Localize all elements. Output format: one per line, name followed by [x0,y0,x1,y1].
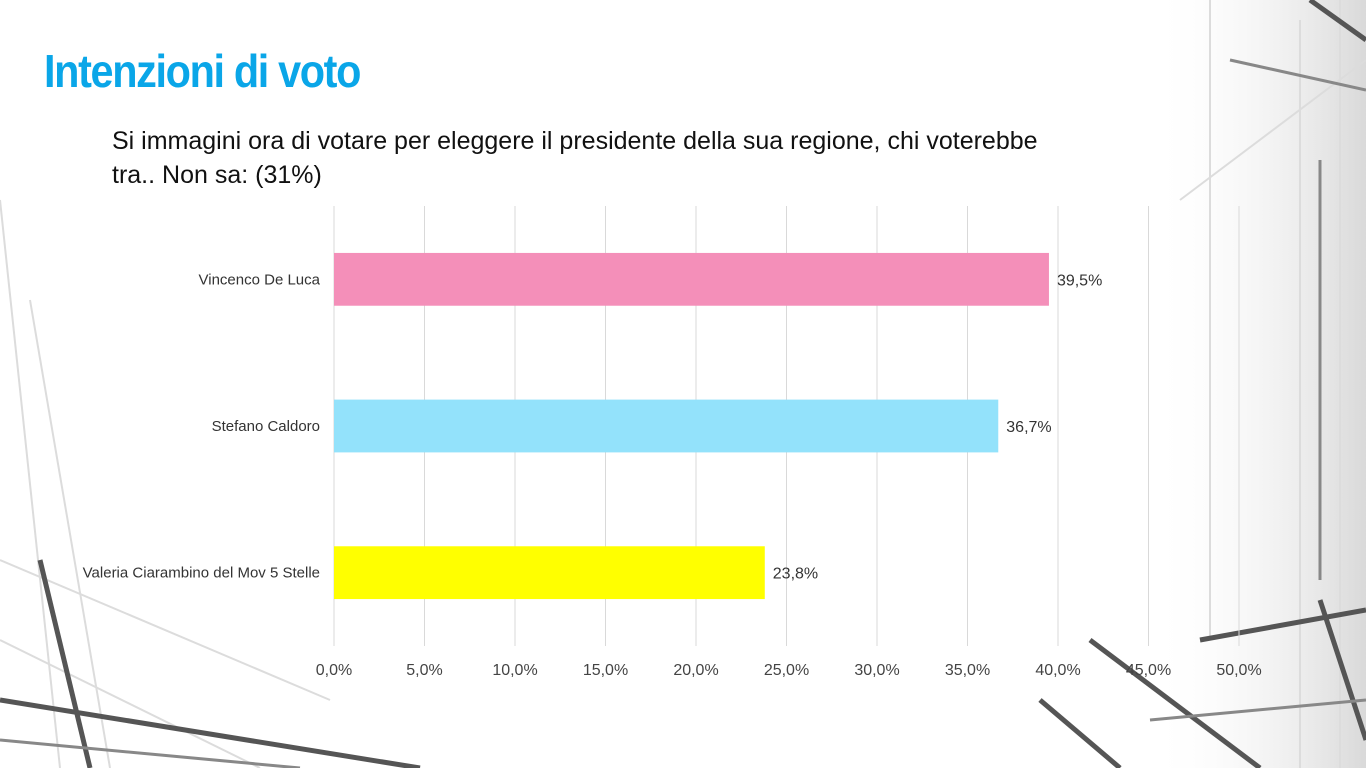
chart-title: Si immagini ora di votare per eleggere i… [112,127,1038,189]
x-tick-label: 50,0% [1216,662,1261,679]
x-tick-label: 25,0% [764,662,809,679]
category-labels: Vincenco De Luca Stefano Caldoro Valeria C… [83,271,321,581]
category-label: Valeria Ciarambino del Mov 5 Stelle [83,565,320,582]
bar [334,546,765,600]
category-label: Stefano Caldoro [212,418,320,435]
x-tick-label: 10,0% [492,662,537,679]
slide-title: Intenzioni di voto [44,45,361,97]
bar [334,252,1049,306]
x-tick-label: 20,0% [673,662,718,679]
x-axis-tick-labels: 0,0% 5,0% 10,0% 15,0% 20,0% 25,0% 30,0% 35,0% 40… [316,662,1262,679]
data-labels: 39,5% 36,7% 23,8% [773,272,1103,582]
bars [334,252,1049,600]
x-tick-label: 35,0% [945,662,990,679]
data-label: 39,5% [1057,272,1102,289]
data-label: 23,8% [773,566,818,583]
bar [334,399,999,453]
category-label: Vincenco De Luca [199,271,321,288]
x-tick-label: 40,0% [1035,662,1080,679]
x-tick-label: 30,0% [854,662,899,679]
x-tick-label: 15,0% [583,662,628,679]
x-tick-label: 5,0% [406,662,442,679]
x-tick-label: 0,0% [316,662,352,679]
data-label: 36,7% [1006,419,1051,436]
x-tick-label: 45,0% [1126,662,1171,679]
